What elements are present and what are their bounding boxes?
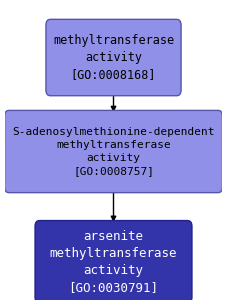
Text: methyltransferase
activity
[GO:0008168]: methyltransferase activity [GO:0008168] [53, 34, 174, 81]
Text: S-adenosylmethionine-dependent
methyltransferase
activity
[GO:0008757]: S-adenosylmethionine-dependent methyltra… [12, 127, 215, 176]
FancyBboxPatch shape [5, 110, 222, 193]
FancyBboxPatch shape [35, 221, 192, 303]
FancyBboxPatch shape [46, 19, 181, 96]
Text: arsenite
methyltransferase
activity
[GO:0030791]: arsenite methyltransferase activity [GO:… [50, 230, 177, 294]
